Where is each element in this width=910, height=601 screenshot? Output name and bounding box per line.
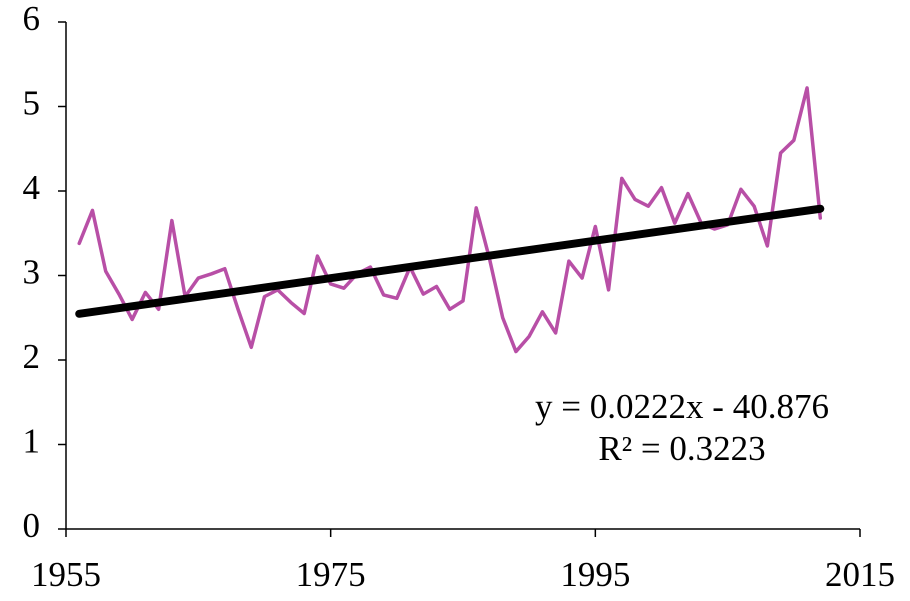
x-tick-label: 1995 — [560, 555, 630, 594]
y-tick-label: 2 — [23, 337, 41, 376]
r-squared: R² = 0.3223 — [598, 429, 765, 468]
x-tick-label: 2015 — [825, 555, 895, 594]
y-tick-label: 4 — [23, 168, 41, 207]
equation: y = 0.0222x - 40.876 — [535, 387, 829, 426]
x-tick-label: 1975 — [296, 555, 366, 594]
x-tick-label: 1955 — [31, 555, 101, 594]
y-tick-label: 1 — [23, 422, 41, 461]
y-tick-label: 0 — [23, 506, 41, 545]
y-tick-label: 3 — [23, 253, 41, 292]
y-tick-label: 6 — [23, 0, 41, 38]
trendline — [75, 204, 825, 318]
data-line — [77, 86, 823, 354]
y-tick-label: 5 — [23, 84, 41, 123]
